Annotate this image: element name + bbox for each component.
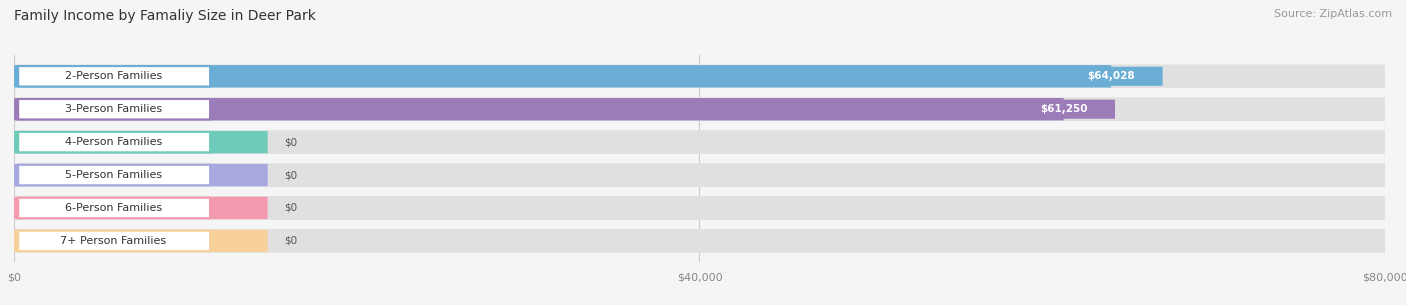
FancyBboxPatch shape bbox=[18, 198, 209, 218]
Text: Family Income by Famaliy Size in Deer Park: Family Income by Famaliy Size in Deer Pa… bbox=[14, 9, 316, 23]
FancyBboxPatch shape bbox=[14, 65, 1111, 88]
Text: $64,028: $64,028 bbox=[1087, 71, 1135, 81]
FancyBboxPatch shape bbox=[1060, 67, 1163, 86]
FancyBboxPatch shape bbox=[18, 66, 209, 87]
FancyBboxPatch shape bbox=[14, 196, 1385, 220]
FancyBboxPatch shape bbox=[14, 229, 1385, 253]
FancyBboxPatch shape bbox=[14, 98, 1063, 120]
FancyBboxPatch shape bbox=[14, 130, 1385, 154]
FancyBboxPatch shape bbox=[18, 165, 209, 185]
Text: $0: $0 bbox=[284, 137, 297, 147]
Text: $0: $0 bbox=[284, 236, 297, 246]
Text: 2-Person Families: 2-Person Families bbox=[65, 71, 162, 81]
FancyBboxPatch shape bbox=[14, 197, 267, 219]
FancyBboxPatch shape bbox=[18, 132, 209, 152]
FancyBboxPatch shape bbox=[14, 131, 267, 153]
FancyBboxPatch shape bbox=[14, 230, 267, 252]
FancyBboxPatch shape bbox=[14, 64, 1385, 88]
Text: $0: $0 bbox=[284, 203, 297, 213]
Text: Source: ZipAtlas.com: Source: ZipAtlas.com bbox=[1274, 9, 1392, 19]
FancyBboxPatch shape bbox=[18, 99, 209, 120]
Text: $0: $0 bbox=[284, 170, 297, 180]
Text: 3-Person Families: 3-Person Families bbox=[65, 104, 162, 114]
Text: 5-Person Families: 5-Person Families bbox=[65, 170, 162, 180]
FancyBboxPatch shape bbox=[1012, 100, 1115, 119]
Text: 7+ Person Families: 7+ Person Families bbox=[60, 236, 166, 246]
FancyBboxPatch shape bbox=[14, 164, 267, 186]
Text: 4-Person Families: 4-Person Families bbox=[65, 137, 162, 147]
Text: $61,250: $61,250 bbox=[1040, 104, 1087, 114]
FancyBboxPatch shape bbox=[14, 163, 1385, 187]
FancyBboxPatch shape bbox=[14, 97, 1385, 121]
FancyBboxPatch shape bbox=[18, 231, 209, 251]
Text: 6-Person Families: 6-Person Families bbox=[65, 203, 162, 213]
